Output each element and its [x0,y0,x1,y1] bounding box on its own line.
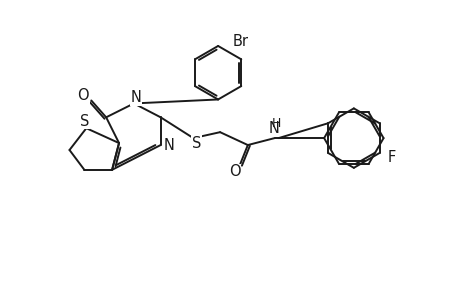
Text: N: N [163,137,174,152]
Text: H: H [271,117,280,130]
Text: S: S [191,136,201,151]
Text: F: F [386,150,395,165]
Text: O: O [78,88,89,103]
Text: N: N [268,121,279,136]
Text: Br: Br [232,34,248,49]
Text: S: S [79,114,89,129]
Text: O: O [229,164,240,179]
Text: N: N [130,90,141,105]
